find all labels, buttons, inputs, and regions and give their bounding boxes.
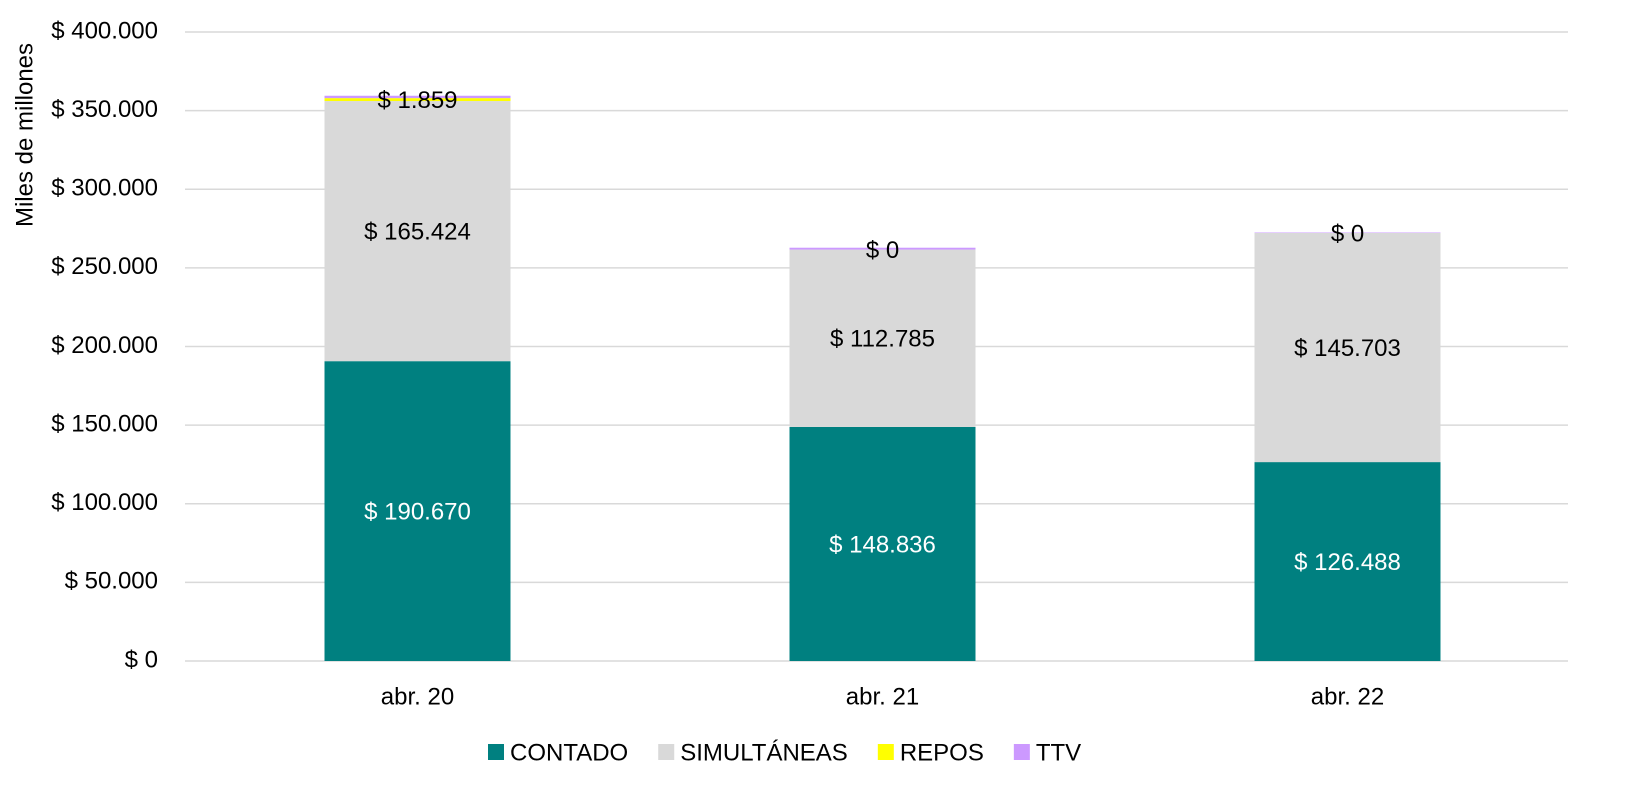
data-label: $ 165.424	[364, 218, 471, 245]
legend-label: REPOS	[900, 739, 984, 766]
data-label: $ 0	[866, 237, 899, 264]
legend-swatch	[658, 744, 675, 760]
y-tick-label: $ 350.000	[51, 96, 158, 123]
y-tick-label: $ 50.000	[65, 568, 158, 595]
bar-segment	[324, 98, 511, 102]
bar-segment	[1254, 462, 1441, 661]
data-label: $ 126.488	[1294, 549, 1401, 576]
bar-segment	[789, 249, 976, 427]
data-label: $ 0	[1331, 220, 1364, 247]
legend-swatch	[877, 744, 894, 760]
y-tick-label: $ 150.000	[51, 410, 158, 437]
data-label: $ 190.670	[364, 498, 471, 525]
y-tick-label: $ 100.000	[51, 489, 158, 516]
x-tick-label: abr. 22	[1311, 683, 1384, 710]
data-label: $ 148.836	[829, 531, 936, 558]
bar-segment	[789, 247, 976, 250]
y-tick-label: $ 200.000	[51, 332, 158, 359]
legend-label: CONTADO	[510, 739, 628, 766]
x-tick-label: abr. 21	[846, 683, 919, 710]
x-tick-label: abr. 20	[381, 683, 454, 710]
bar-segment	[1254, 232, 1441, 463]
y-tick-label: $ 400.000	[51, 17, 158, 44]
legend-label: SIMULTÁNEAS	[680, 739, 848, 766]
bar-segment	[324, 95, 511, 99]
data-label: $ 1.859	[377, 87, 457, 114]
y-tick-label: $ 250.000	[51, 253, 158, 280]
data-label: $ 112.785	[830, 326, 935, 353]
legend-swatch	[488, 744, 504, 760]
bar-segment	[324, 361, 511, 661]
legend-label: TTV	[1036, 739, 1081, 766]
bar-segment	[324, 101, 511, 362]
y-tick-label: $ 0	[125, 646, 158, 673]
legend-swatch	[1013, 744, 1030, 760]
data-label: $ 145.703	[1294, 335, 1401, 362]
y-axis-label: Miles de millones	[11, 43, 38, 227]
bar-segment	[789, 426, 976, 661]
y-tick-label: $ 300.000	[51, 175, 158, 202]
